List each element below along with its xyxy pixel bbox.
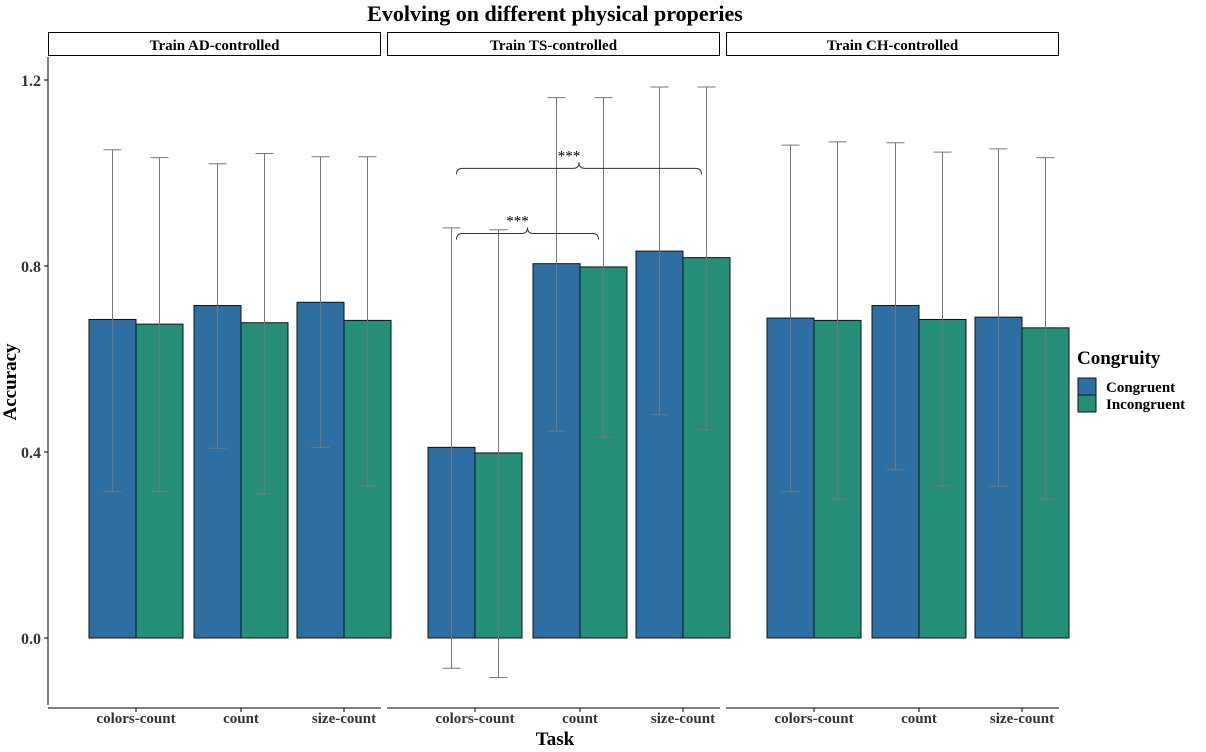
facet-strip-label: Train TS-controlled xyxy=(490,38,618,54)
x-axis-label: Task xyxy=(536,729,575,750)
x-tick-label: count xyxy=(223,711,259,727)
facet-panels: Train AD-controlled colors-count count size… xyxy=(48,32,1070,727)
x-tick-label: size-count xyxy=(312,711,376,727)
facet-strip xyxy=(387,32,720,56)
x-tick-label: count xyxy=(562,711,598,727)
legend-label: Congruent xyxy=(1106,380,1175,396)
facet-panel: Train TS-controlled colors-count count size… xyxy=(387,32,731,727)
x-tick-label: size-count xyxy=(990,711,1054,727)
facet-panel: Train CH-controlled colors-count count size… xyxy=(726,32,1070,727)
legend-swatch xyxy=(1077,394,1097,413)
x-tick-label: colors-count xyxy=(96,711,175,727)
x-tick-label: size-count xyxy=(651,711,715,727)
y-tick-label: 1.2 xyxy=(21,73,41,90)
facet-strip xyxy=(726,32,1059,56)
significance-label: *** xyxy=(506,213,529,229)
facet-strip xyxy=(48,32,381,56)
legend-label: Incongruent xyxy=(1106,397,1185,413)
facet-panel: Train AD-controlled colors-count count size… xyxy=(48,32,392,727)
chart-title: Evolving on different physical properies xyxy=(367,1,743,26)
y-tick-label: 0.4 xyxy=(21,445,41,462)
y-tick-label: 0.8 xyxy=(21,259,41,276)
y-tick-label: 0.0 xyxy=(21,631,41,648)
facet-strip-label: Train AD-controlled xyxy=(150,38,281,54)
legend-title: Congruity xyxy=(1077,348,1161,369)
facet-strip-label: Train CH-controlled xyxy=(827,38,959,54)
y-axis-label: Accuracy xyxy=(0,343,21,421)
x-tick-label: count xyxy=(901,711,937,727)
x-tick-label: colors-count xyxy=(435,711,514,727)
y-axis: 0.0 0.4 0.8 1.2 xyxy=(21,57,49,705)
legend-swatch xyxy=(1077,377,1097,396)
significance-label: *** xyxy=(558,148,581,164)
significance-bracket xyxy=(456,227,599,240)
x-tick-label: colors-count xyxy=(774,711,853,727)
significance-bracket xyxy=(456,162,702,175)
